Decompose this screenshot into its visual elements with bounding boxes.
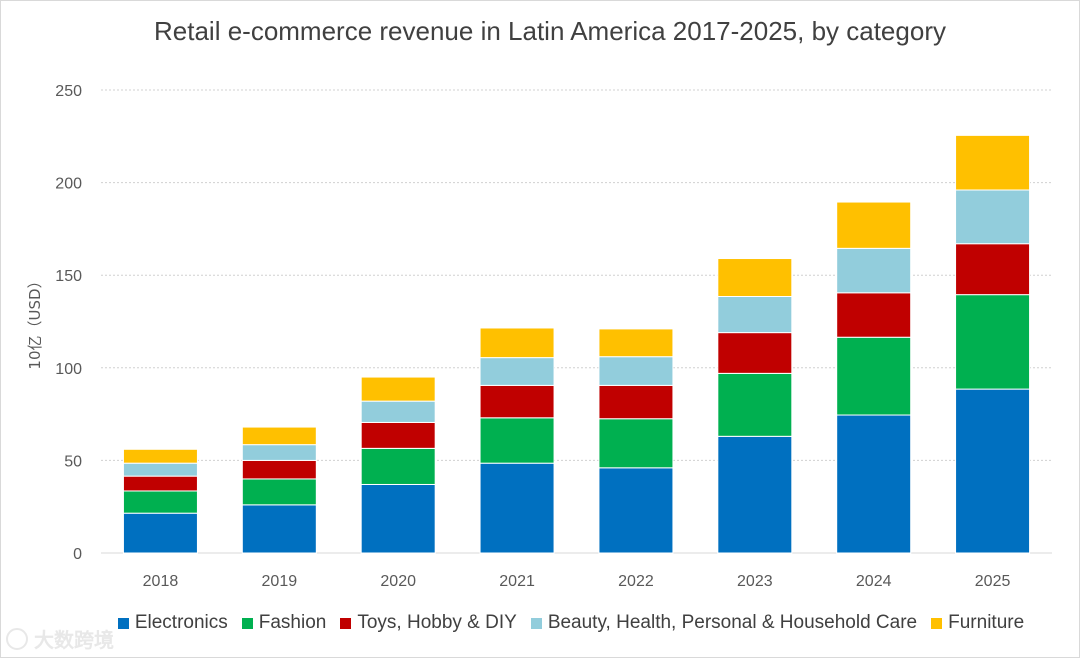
bar-segment: [479, 357, 555, 386]
x-tick-label: 2022: [618, 573, 654, 590]
chart-title: Retail e-commerce revenue in Latin Ameri…: [154, 16, 946, 46]
bar-segment: [241, 478, 317, 506]
bar-segment: [955, 243, 1031, 296]
bar-segment: [241, 459, 317, 480]
watermark: 大数跨境: [6, 624, 114, 653]
bar-segment: [122, 512, 198, 554]
legend-label: Electronics: [134, 612, 228, 633]
bar-segment: [955, 388, 1031, 554]
x-tick-label: 2025: [975, 573, 1011, 590]
legend-item: Electronics: [117, 612, 228, 634]
y-tick-label: 0: [73, 546, 82, 563]
x-tick-label: 2018: [143, 573, 179, 590]
bar-segment: [717, 372, 793, 437]
bar-segment: [122, 490, 198, 514]
bar-segment: [955, 134, 1031, 191]
legend-label: Beauty, Health, Personal & Household Car…: [547, 612, 918, 633]
bar-segment: [598, 384, 674, 420]
bar-segment: [479, 417, 555, 464]
watermark-text: 大数跨境: [34, 630, 114, 652]
bar-segment: [836, 336, 912, 416]
y-tick-label: 100: [55, 361, 82, 378]
bar-segment: [360, 376, 436, 402]
bar-segment: [598, 356, 674, 386]
bar-segment: [955, 189, 1031, 245]
bar-segment: [122, 475, 198, 492]
bar-segment: [717, 332, 793, 374]
legend-swatch: [117, 617, 129, 629]
bar-segment: [360, 400, 436, 423]
x-tick-label: 2021: [499, 573, 535, 590]
legend-item: Fashion: [241, 612, 327, 634]
bar-segment: [360, 483, 436, 554]
bar-segment: [717, 258, 793, 297]
bar-segment: [717, 435, 793, 554]
x-tick-label: 2023: [737, 573, 773, 590]
x-tick-label: 2024: [856, 573, 892, 590]
bar-segment: [479, 462, 555, 554]
bar-segment: [836, 292, 912, 338]
bar-segment: [717, 295, 793, 334]
bar-segment: [479, 327, 555, 359]
bar-segment: [122, 462, 198, 477]
legend-item: Furniture: [931, 612, 1024, 634]
legend-label: Toys, Hobby & DIY: [357, 612, 517, 633]
y-tick-label: 150: [55, 268, 82, 285]
legend-swatch: [340, 617, 352, 629]
x-tick-label: 2019: [262, 573, 298, 590]
bar-segment: [836, 201, 912, 249]
legend-item: Beauty, Health, Personal & Household Car…: [530, 612, 918, 634]
legend-label: Fashion: [258, 612, 327, 633]
bar-segment: [241, 444, 317, 461]
bar-segment: [360, 421, 436, 449]
bar-segment: [122, 448, 198, 464]
y-axis-title: 10亿（USD）: [26, 273, 44, 369]
bar-segment: [955, 294, 1031, 390]
legend-swatch: [241, 617, 253, 629]
legend-swatch: [931, 617, 943, 629]
y-tick-label: 200: [55, 176, 82, 193]
bar-segment: [598, 418, 674, 469]
legend-label: Furniture: [948, 612, 1025, 633]
legend-item: Toys, Hobby & DIY: [340, 612, 517, 634]
bar-segment: [598, 467, 674, 554]
legend-swatch: [530, 617, 542, 629]
bar-segment: [241, 426, 317, 446]
bar-segment: [479, 384, 555, 419]
bar-segment: [836, 414, 912, 554]
bar-segment: [836, 247, 912, 294]
watermark-logo-icon: [6, 627, 28, 650]
y-tick-label: 250: [55, 83, 82, 100]
bar-segment: [360, 447, 436, 485]
chart-legend: Electronics Fashion Toys, Hobby & DIY Beaut…: [0, 612, 1080, 634]
y-tick-label: 50: [64, 453, 82, 470]
x-tick-label: 2020: [380, 573, 416, 590]
bar-segment: [598, 328, 674, 358]
bar-segment: [241, 504, 317, 554]
